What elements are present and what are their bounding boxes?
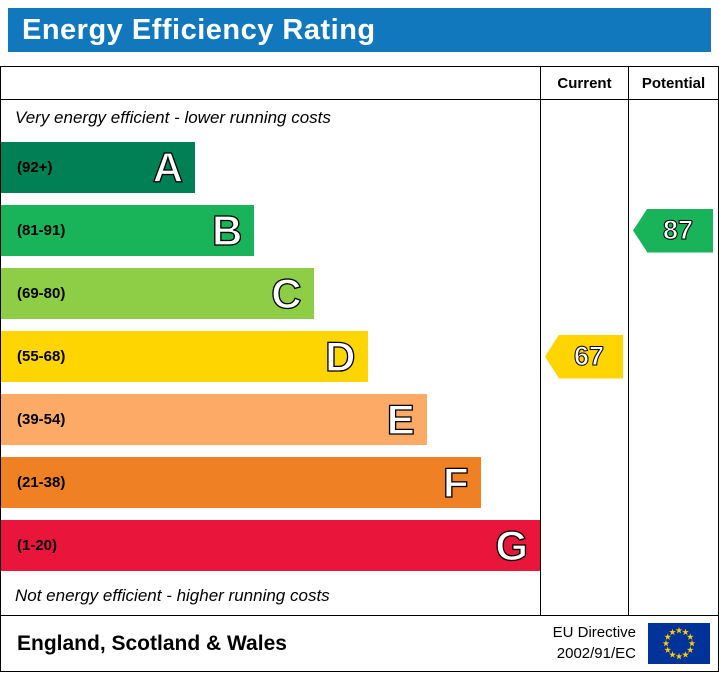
current-rating-arrow: 67	[545, 334, 623, 379]
band-row-e: (39-54) E	[1, 388, 540, 451]
chart-title-bar: Energy Efficiency Rating	[8, 8, 711, 52]
top-note: Very energy efficient - lower running co…	[15, 108, 331, 127]
band-row-g: (1-20) G	[1, 514, 540, 577]
potential-rating-value: 87	[662, 215, 694, 246]
band-bar-e: (39-54) E	[1, 394, 427, 445]
eu-directive-text: EU Directive 2002/91/EC	[553, 623, 636, 664]
band-letter-d: D	[325, 332, 357, 380]
band-row-f: (21-38) F	[1, 451, 540, 514]
band-letter-f: F	[442, 458, 469, 506]
region-label: England, Scotland & Wales	[17, 631, 287, 655]
band-range-e: (39-54)	[17, 411, 66, 428]
current-column: Current 67	[540, 67, 628, 615]
bands-column-header-spacer	[1, 67, 540, 100]
band-range-d: (55-68)	[17, 348, 66, 365]
footer: England, Scotland & Wales EU Directive 2…	[0, 615, 719, 672]
band-range-g: (1-20)	[17, 537, 58, 554]
band-letter-g: G	[495, 521, 529, 569]
band-range-b: (81-91)	[17, 222, 66, 239]
band-bar-g: (1-20) G	[1, 520, 540, 571]
eu-directive-line2: 2002/91/EC	[556, 644, 636, 662]
chart-title: Energy Efficiency Rating	[22, 13, 376, 46]
band-letter-c: C	[271, 269, 303, 317]
band-row-a: (92+) A	[1, 136, 540, 199]
band-row-d: (55-68) D	[1, 325, 540, 388]
eu-flag-icon	[648, 623, 710, 664]
band-letter-b: B	[211, 206, 243, 254]
band-bar-a: (92+) A	[1, 142, 196, 193]
potential-rating-arrow: 87	[633, 208, 713, 253]
current-rating-value: 67	[573, 341, 605, 372]
bottom-note: Not energy efficient - higher running co…	[15, 586, 330, 605]
band-range-a: (92+)	[17, 159, 53, 176]
band-row-b: (81-91) B	[1, 199, 540, 262]
bands-column: Very energy efficient - lower running co…	[1, 67, 540, 615]
eu-directive-line1: EU Directive	[552, 624, 636, 642]
band-letter-a: A	[152, 143, 184, 191]
band-bar-d: (55-68) D	[1, 331, 368, 382]
band-bar-f: (21-38) F	[1, 457, 481, 508]
rating-chart: Very energy efficient - lower running co…	[0, 66, 719, 616]
current-column-body: 67	[541, 100, 628, 615]
band-letter-e: E	[386, 395, 415, 443]
current-column-header: Current	[541, 67, 628, 100]
potential-column-body: 87	[629, 100, 718, 615]
band-range-c: (69-80)	[17, 285, 66, 302]
potential-column-header: Potential	[629, 67, 718, 100]
band-row-c: (69-80) C	[1, 262, 540, 325]
potential-column: Potential 87	[628, 67, 718, 615]
band-range-f: (21-38)	[17, 474, 66, 491]
band-bar-b: (81-91) B	[1, 205, 255, 256]
band-bar-c: (69-80) C	[1, 268, 314, 319]
